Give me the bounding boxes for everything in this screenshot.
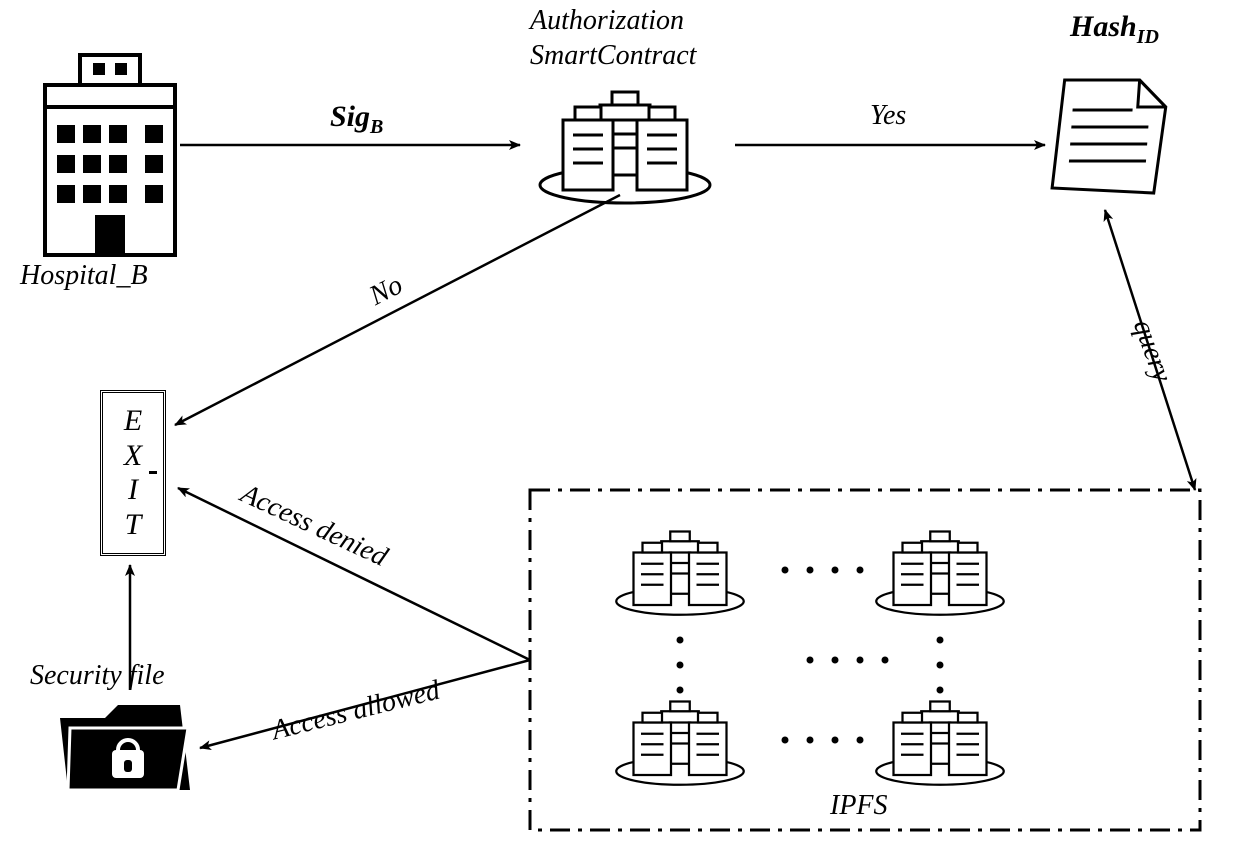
exit-letter: T <box>125 508 142 543</box>
door-handle-icon <box>149 471 157 474</box>
sig-text: Sig <box>330 100 370 133</box>
edge-denied <box>178 488 530 660</box>
smartcontract-icon <box>540 92 710 203</box>
hash-label-text: Hash <box>1070 10 1137 43</box>
hash-label-sub: ID <box>1137 26 1159 48</box>
securityfile-label: Security file <box>30 660 165 692</box>
edges <box>130 145 1195 748</box>
exit-node: E X I T <box>100 390 166 556</box>
ipfs-cluster-3 <box>616 702 744 785</box>
diagram-canvas: E X I T Hospital_B Authorization SmartCo… <box>0 0 1240 845</box>
hash-label: HashID <box>1070 10 1159 49</box>
exit-letter: X <box>124 439 142 474</box>
ipfs-cluster-1 <box>616 532 744 615</box>
svg-layer <box>0 0 1240 845</box>
exit-letter: I <box>128 473 138 508</box>
smartcontract-label1: Authorization <box>530 5 684 37</box>
securityfile-icon <box>60 705 190 790</box>
exit-letter: E <box>124 404 142 439</box>
document-icon <box>1052 80 1168 193</box>
ipfs-label: IPFS <box>830 790 888 822</box>
smartcontract-label2: SmartContract <box>530 40 696 72</box>
edge-no <box>175 195 620 425</box>
sig-sub: B <box>370 116 383 138</box>
ipfs-cluster-4 <box>876 702 1004 785</box>
hospital-icon <box>45 55 175 255</box>
edge-yes-label: Yes <box>870 100 906 132</box>
hospital-label: Hospital_B <box>20 260 148 292</box>
edge-sig-label: SigB <box>330 100 383 139</box>
ipfs-cluster-2 <box>876 532 1004 615</box>
